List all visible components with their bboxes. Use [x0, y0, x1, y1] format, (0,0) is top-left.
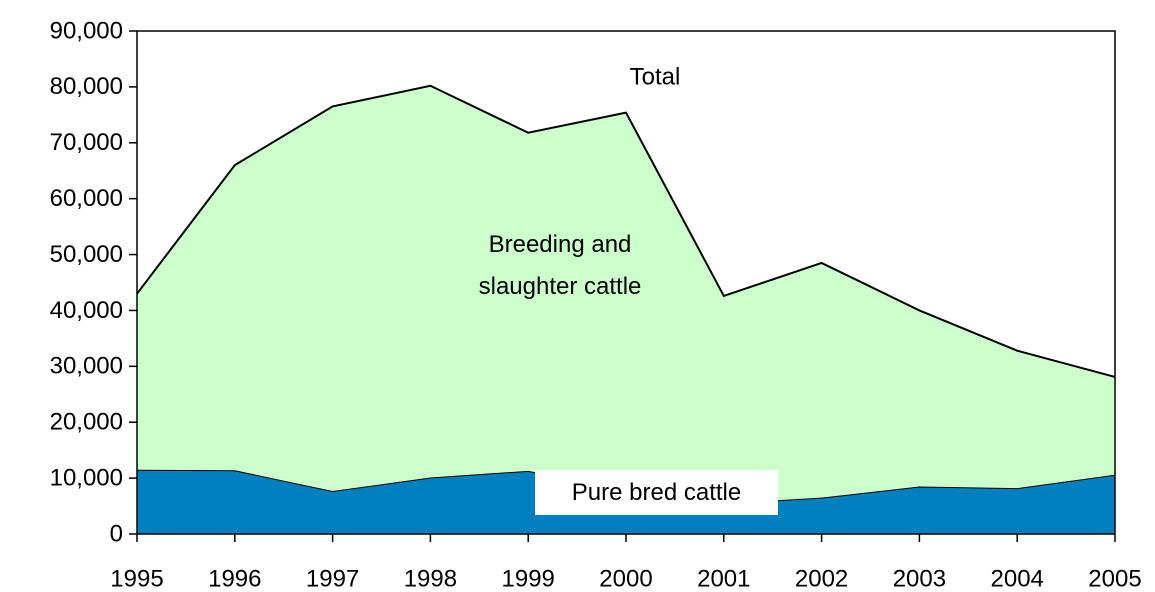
x-tick-label: 1999 [502, 565, 555, 592]
x-tick-label: 2004 [991, 565, 1044, 592]
x-tick-label: 1997 [306, 565, 359, 592]
y-tick-label: 40,000 [50, 297, 123, 324]
x-tick-label: 1998 [404, 565, 457, 592]
x-tick-label: 1995 [110, 565, 163, 592]
x-tick-label: 2000 [599, 565, 652, 592]
y-tick-label: 90,000 [50, 17, 123, 44]
y-tick-label: 20,000 [50, 409, 123, 436]
y-tick-label: 50,000 [50, 241, 123, 268]
y-tick-label: 0 [110, 520, 123, 547]
y-tick-label: 10,000 [50, 464, 123, 491]
annotation: Total [630, 63, 681, 90]
y-tick-label: 80,000 [50, 73, 123, 100]
y-tick-label: 60,000 [50, 185, 123, 212]
area-edge [136, 84, 1116, 378]
series-label: Pure bred cattle [535, 470, 778, 515]
x-tick-label: 2005 [1088, 565, 1141, 592]
area [137, 85, 1115, 504]
x-tick-label: 2002 [795, 565, 848, 592]
y-tick-label: 30,000 [50, 353, 123, 380]
y-tick-label: 70,000 [50, 129, 123, 156]
x-tick-label: 1996 [208, 565, 261, 592]
x-tick-label: 2003 [893, 565, 946, 592]
series-label: Breeding and slaughter cattle [478, 231, 642, 300]
x-tick-label: 2001 [697, 565, 750, 592]
